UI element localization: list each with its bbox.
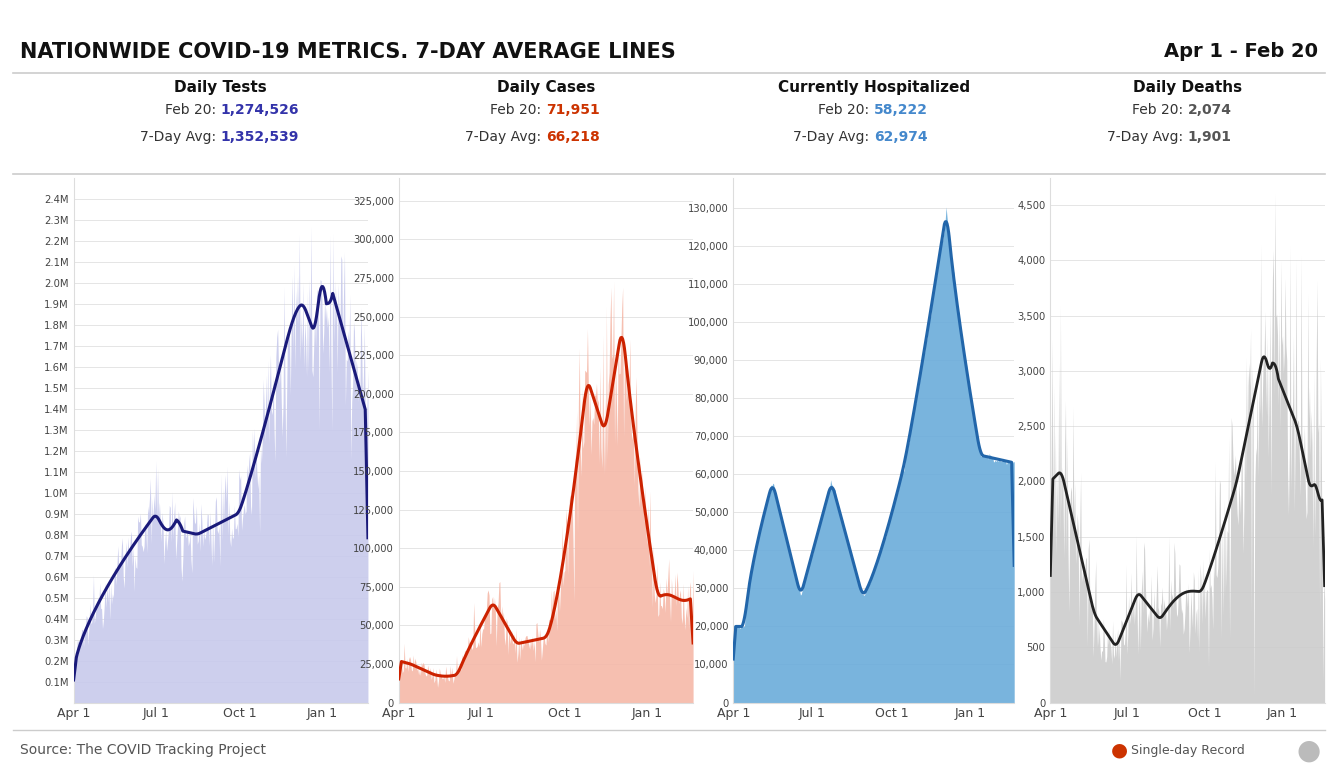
Text: Daily Tests: Daily Tests — [174, 80, 268, 94]
Text: Currently Hospitalized: Currently Hospitalized — [777, 80, 970, 94]
Text: 1,901: 1,901 — [1188, 130, 1231, 144]
Text: 62,974: 62,974 — [874, 130, 927, 144]
Text: Single-day Record: Single-day Record — [1131, 744, 1244, 757]
Text: Daily Cases: Daily Cases — [496, 80, 595, 94]
Text: 2,074: 2,074 — [1188, 103, 1231, 117]
Text: 1,274,526: 1,274,526 — [221, 103, 300, 117]
Text: Feb 20:: Feb 20: — [1132, 103, 1188, 117]
Text: NATIONWIDE COVID-19 METRICS. 7-DAY AVERAGE LINES: NATIONWIDE COVID-19 METRICS. 7-DAY AVERA… — [20, 42, 676, 63]
Text: Feb 20:: Feb 20: — [819, 103, 874, 117]
Text: Apr 1 - Feb 20: Apr 1 - Feb 20 — [1164, 42, 1318, 62]
Text: ●: ● — [1111, 741, 1128, 760]
Text: 58,222: 58,222 — [874, 103, 927, 117]
Text: Feb 20:: Feb 20: — [491, 103, 546, 117]
Text: Source: The COVID Tracking Project: Source: The COVID Tracking Project — [20, 743, 266, 757]
Text: 7-Day Avg:: 7-Day Avg: — [466, 130, 546, 144]
Text: 71,951: 71,951 — [546, 103, 599, 117]
Text: 7-Day Avg:: 7-Day Avg: — [1107, 130, 1188, 144]
Text: 7-Day Avg:: 7-Day Avg: — [793, 130, 874, 144]
Text: Daily Deaths: Daily Deaths — [1133, 80, 1242, 94]
Text: 1,352,539: 1,352,539 — [221, 130, 300, 144]
Text: 7-Day Avg:: 7-Day Avg: — [140, 130, 221, 144]
Text: 66,218: 66,218 — [546, 130, 599, 144]
Text: ●: ● — [1297, 736, 1321, 764]
Text: Feb 20:: Feb 20: — [166, 103, 221, 117]
